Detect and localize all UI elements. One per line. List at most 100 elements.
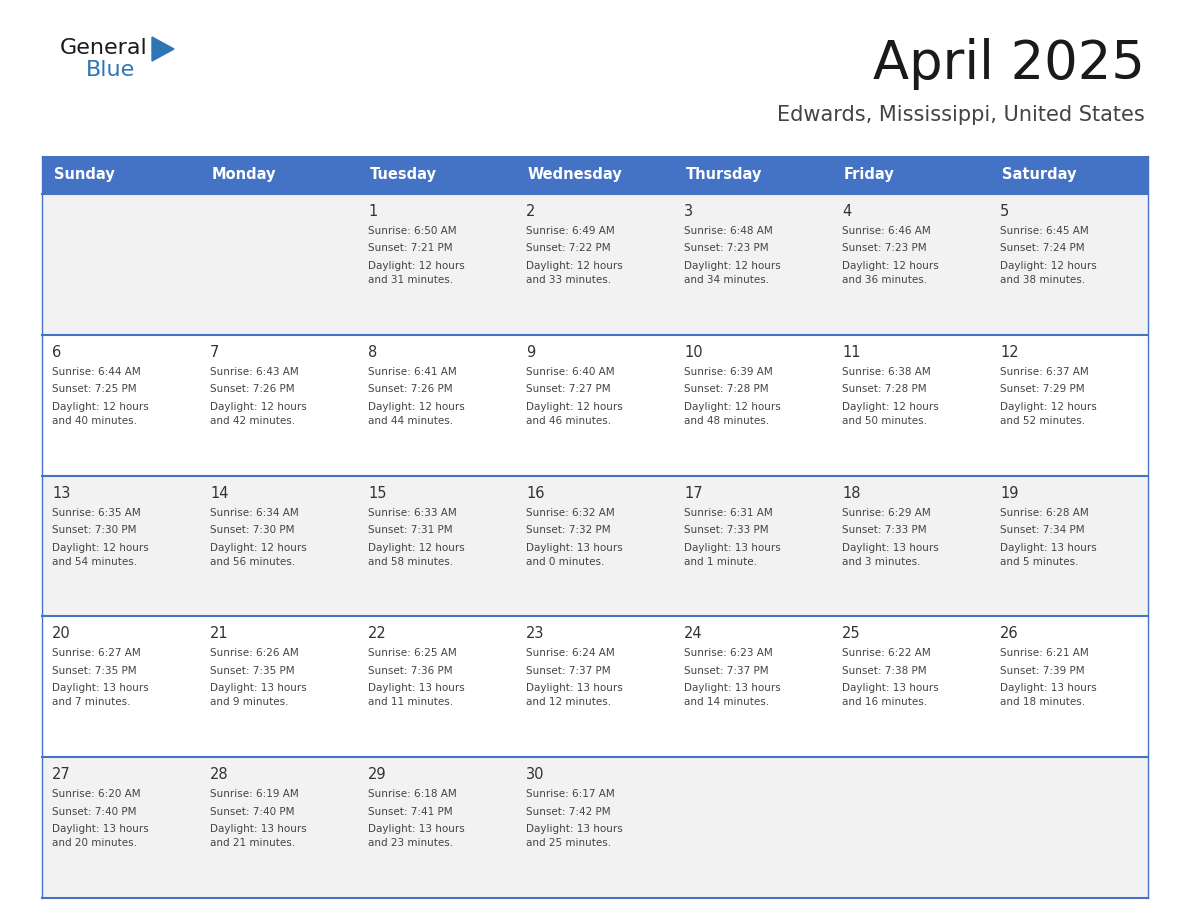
Text: Sunset: 7:37 PM: Sunset: 7:37 PM	[684, 666, 769, 676]
Text: Daylight: 13 hours
and 7 minutes.: Daylight: 13 hours and 7 minutes.	[52, 683, 148, 708]
Text: Daylight: 13 hours
and 9 minutes.: Daylight: 13 hours and 9 minutes.	[210, 683, 307, 708]
Text: Sunrise: 6:27 AM: Sunrise: 6:27 AM	[52, 648, 140, 658]
Text: Daylight: 12 hours
and 40 minutes.: Daylight: 12 hours and 40 minutes.	[52, 402, 148, 426]
Text: Daylight: 12 hours
and 54 minutes.: Daylight: 12 hours and 54 minutes.	[52, 543, 148, 566]
Bar	[42, 616, 1148, 757]
Text: Sunrise: 6:32 AM: Sunrise: 6:32 AM	[526, 508, 614, 518]
Text: Daylight: 12 hours
and 34 minutes.: Daylight: 12 hours and 34 minutes.	[684, 261, 781, 285]
Text: Daylight: 13 hours
and 1 minute.: Daylight: 13 hours and 1 minute.	[684, 543, 781, 566]
Text: 17: 17	[684, 486, 702, 500]
Bar	[358, 156, 516, 194]
Text: Sunrise: 6:50 AM: Sunrise: 6:50 AM	[368, 226, 456, 236]
Text: Daylight: 12 hours
and 31 minutes.: Daylight: 12 hours and 31 minutes.	[368, 261, 465, 285]
Text: Sunset: 7:31 PM: Sunset: 7:31 PM	[368, 525, 453, 535]
Text: Sunrise: 6:18 AM: Sunrise: 6:18 AM	[368, 789, 456, 800]
Text: Sunset: 7:29 PM: Sunset: 7:29 PM	[1000, 385, 1085, 395]
Text: Daylight: 13 hours
and 23 minutes.: Daylight: 13 hours and 23 minutes.	[368, 824, 465, 848]
Text: Sunset: 7:37 PM: Sunset: 7:37 PM	[526, 666, 611, 676]
Text: 6: 6	[52, 345, 62, 360]
Text: Tuesday: Tuesday	[369, 167, 437, 183]
Text: Daylight: 13 hours
and 25 minutes.: Daylight: 13 hours and 25 minutes.	[526, 824, 623, 848]
Text: Daylight: 13 hours
and 3 minutes.: Daylight: 13 hours and 3 minutes.	[842, 543, 939, 566]
Text: 3: 3	[684, 204, 693, 219]
Text: Sunrise: 6:24 AM: Sunrise: 6:24 AM	[526, 648, 614, 658]
Text: Sunrise: 6:45 AM: Sunrise: 6:45 AM	[1000, 226, 1088, 236]
Text: Sunrise: 6:22 AM: Sunrise: 6:22 AM	[842, 648, 930, 658]
Text: 27: 27	[52, 767, 71, 782]
Bar	[990, 156, 1148, 194]
Text: Sunset: 7:25 PM: Sunset: 7:25 PM	[52, 385, 137, 395]
Text: Daylight: 13 hours
and 0 minutes.: Daylight: 13 hours and 0 minutes.	[526, 543, 623, 566]
Text: Daylight: 12 hours
and 46 minutes.: Daylight: 12 hours and 46 minutes.	[526, 402, 623, 426]
Text: Sunset: 7:26 PM: Sunset: 7:26 PM	[210, 385, 295, 395]
Text: 8: 8	[368, 345, 378, 360]
Text: 29: 29	[368, 767, 386, 782]
Text: 11: 11	[842, 345, 860, 360]
Text: Daylight: 13 hours
and 20 minutes.: Daylight: 13 hours and 20 minutes.	[52, 824, 148, 848]
Text: 20: 20	[52, 626, 71, 642]
Text: Sunset: 7:40 PM: Sunset: 7:40 PM	[52, 807, 137, 817]
Bar	[200, 156, 358, 194]
Text: Wednesday: Wednesday	[527, 167, 623, 183]
Text: 28: 28	[210, 767, 228, 782]
Bar	[674, 156, 832, 194]
Text: 13: 13	[52, 486, 70, 500]
Text: Sunrise: 6:26 AM: Sunrise: 6:26 AM	[210, 648, 298, 658]
Text: Monday: Monday	[211, 167, 277, 183]
Text: Daylight: 12 hours
and 50 minutes.: Daylight: 12 hours and 50 minutes.	[842, 402, 939, 426]
Text: Sunset: 7:40 PM: Sunset: 7:40 PM	[210, 807, 295, 817]
Text: Sunset: 7:33 PM: Sunset: 7:33 PM	[684, 525, 769, 535]
Bar	[832, 156, 990, 194]
Text: 25: 25	[842, 626, 860, 642]
Text: 5: 5	[1000, 204, 1010, 219]
Text: Sunset: 7:24 PM: Sunset: 7:24 PM	[1000, 243, 1085, 253]
Text: Sunset: 7:30 PM: Sunset: 7:30 PM	[52, 525, 137, 535]
Text: 30: 30	[526, 767, 544, 782]
Text: Sunrise: 6:40 AM: Sunrise: 6:40 AM	[526, 367, 614, 376]
Text: Sunset: 7:23 PM: Sunset: 7:23 PM	[684, 243, 769, 253]
Text: Daylight: 13 hours
and 12 minutes.: Daylight: 13 hours and 12 minutes.	[526, 683, 623, 708]
Text: Sunrise: 6:38 AM: Sunrise: 6:38 AM	[842, 367, 930, 376]
Text: Sunrise: 6:34 AM: Sunrise: 6:34 AM	[210, 508, 298, 518]
Text: Sunset: 7:38 PM: Sunset: 7:38 PM	[842, 666, 927, 676]
Bar	[42, 476, 1148, 616]
Text: 18: 18	[842, 486, 860, 500]
Text: Daylight: 12 hours
and 58 minutes.: Daylight: 12 hours and 58 minutes.	[368, 543, 465, 566]
Text: Sunrise: 6:35 AM: Sunrise: 6:35 AM	[52, 508, 140, 518]
Text: Daylight: 12 hours
and 38 minutes.: Daylight: 12 hours and 38 minutes.	[1000, 261, 1097, 285]
Text: Daylight: 12 hours
and 33 minutes.: Daylight: 12 hours and 33 minutes.	[526, 261, 623, 285]
Text: Sunrise: 6:29 AM: Sunrise: 6:29 AM	[842, 508, 930, 518]
Text: Saturday: Saturday	[1001, 167, 1076, 183]
Bar	[42, 194, 1148, 335]
Text: Sunset: 7:42 PM: Sunset: 7:42 PM	[526, 807, 611, 817]
Text: 12: 12	[1000, 345, 1018, 360]
Text: Sunrise: 6:37 AM: Sunrise: 6:37 AM	[1000, 367, 1088, 376]
Bar	[42, 156, 200, 194]
Text: 23: 23	[526, 626, 544, 642]
Text: Sunset: 7:27 PM: Sunset: 7:27 PM	[526, 385, 611, 395]
Text: 9: 9	[526, 345, 536, 360]
Text: Daylight: 13 hours
and 21 minutes.: Daylight: 13 hours and 21 minutes.	[210, 824, 307, 848]
Text: Sunset: 7:39 PM: Sunset: 7:39 PM	[1000, 666, 1085, 676]
Text: Sunset: 7:35 PM: Sunset: 7:35 PM	[52, 666, 137, 676]
Text: 1: 1	[368, 204, 378, 219]
Text: Sunset: 7:34 PM: Sunset: 7:34 PM	[1000, 525, 1085, 535]
Text: Sunset: 7:26 PM: Sunset: 7:26 PM	[368, 385, 453, 395]
Text: General: General	[61, 38, 147, 58]
Text: 16: 16	[526, 486, 544, 500]
Text: Sunrise: 6:17 AM: Sunrise: 6:17 AM	[526, 789, 614, 800]
Text: Daylight: 13 hours
and 11 minutes.: Daylight: 13 hours and 11 minutes.	[368, 683, 465, 708]
Text: Daylight: 13 hours
and 18 minutes.: Daylight: 13 hours and 18 minutes.	[1000, 683, 1097, 708]
Text: Sunset: 7:36 PM: Sunset: 7:36 PM	[368, 666, 453, 676]
Text: 22: 22	[368, 626, 387, 642]
Text: Daylight: 12 hours
and 48 minutes.: Daylight: 12 hours and 48 minutes.	[684, 402, 781, 426]
Text: 2: 2	[526, 204, 536, 219]
Bar	[42, 757, 1148, 898]
Text: Daylight: 13 hours
and 5 minutes.: Daylight: 13 hours and 5 minutes.	[1000, 543, 1097, 566]
Text: Sunset: 7:30 PM: Sunset: 7:30 PM	[210, 525, 295, 535]
Polygon shape	[152, 37, 173, 61]
Text: 19: 19	[1000, 486, 1018, 500]
Text: Sunrise: 6:46 AM: Sunrise: 6:46 AM	[842, 226, 930, 236]
Text: Sunrise: 6:28 AM: Sunrise: 6:28 AM	[1000, 508, 1088, 518]
Text: Sunset: 7:33 PM: Sunset: 7:33 PM	[842, 525, 927, 535]
